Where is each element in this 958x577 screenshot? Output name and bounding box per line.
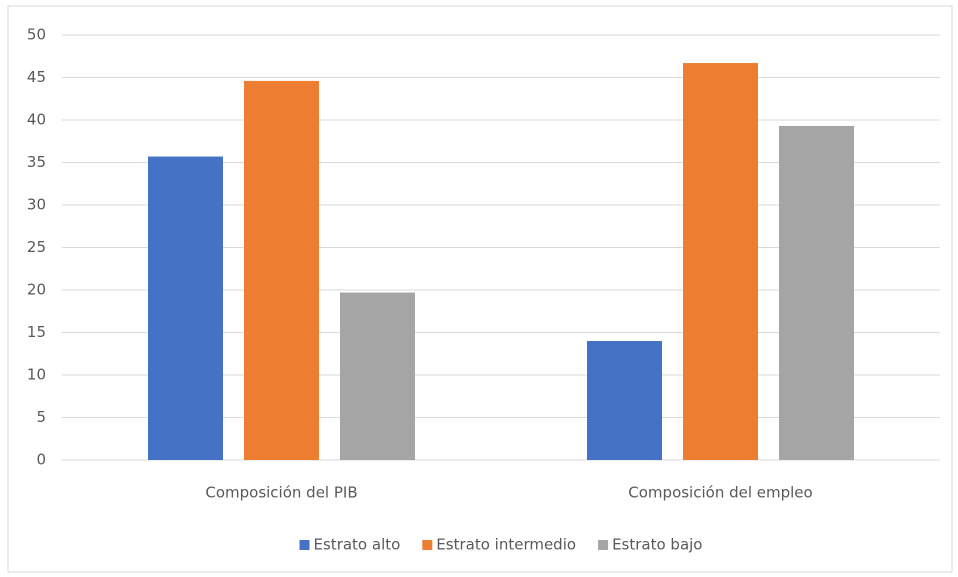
legend-swatch	[299, 540, 310, 550]
y-tick-label: 25	[27, 238, 46, 256]
bar	[779, 125, 854, 460]
y-tick-label: 15	[27, 323, 46, 341]
x-tick-label: Composición del PIB	[205, 484, 357, 502]
legend-label: Estrato alto	[314, 536, 401, 554]
legend-swatch	[598, 540, 609, 550]
y-tick-label: 35	[27, 153, 46, 171]
y-tick-label: 50	[27, 26, 46, 44]
y-tick-label: 5	[36, 408, 46, 426]
y-tick-label: 30	[27, 196, 46, 214]
bar	[148, 156, 223, 461]
bar	[683, 63, 758, 461]
y-tick-label: 10	[27, 366, 46, 384]
y-tick-label: 45	[27, 68, 46, 86]
bar	[340, 292, 415, 460]
y-tick-label: 0	[36, 451, 46, 469]
y-tick-label: 40	[27, 111, 46, 129]
legend-label: Estrato bajo	[612, 536, 702, 554]
legend-swatch	[422, 540, 433, 550]
bar	[587, 341, 662, 460]
y-tick-label: 20	[27, 281, 46, 299]
bar	[244, 80, 319, 461]
legend-label: Estrato intermedio	[436, 536, 576, 554]
x-tick-label: Composición del empleo	[628, 484, 812, 502]
